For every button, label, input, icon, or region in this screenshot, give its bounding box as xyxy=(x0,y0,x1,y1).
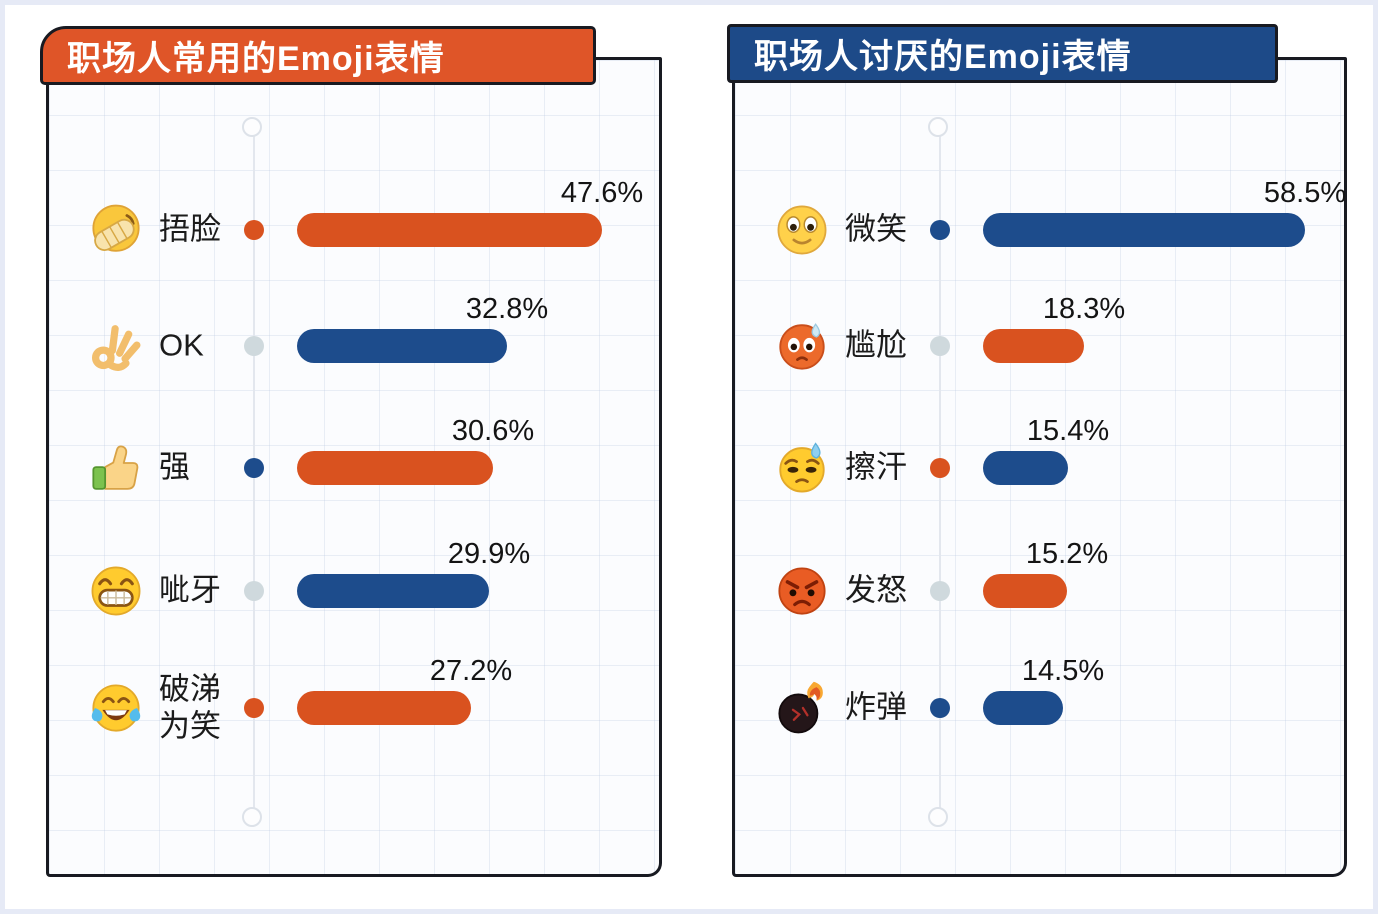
bar xyxy=(297,574,489,608)
chart-row: 呲牙 29.9% xyxy=(49,531,659,651)
row-label: 炸弹 xyxy=(845,689,907,725)
bar xyxy=(297,451,493,485)
bar xyxy=(297,329,507,363)
row-label: 捂脸 xyxy=(159,211,221,247)
chart-row: 发怒 15.2% xyxy=(735,531,1344,651)
panel-body-common: 捂脸 47.6% OK 32.8% xyxy=(46,57,662,877)
bar xyxy=(983,329,1084,363)
sweat-emoji-icon xyxy=(779,442,825,493)
row-label: 强 xyxy=(159,449,190,485)
bar xyxy=(983,574,1067,608)
bar xyxy=(983,213,1305,247)
thumbs-up-emoji-icon xyxy=(92,445,139,490)
chart-row: 强 30.6% xyxy=(49,408,659,528)
laugh-cry-emoji-icon xyxy=(91,684,141,732)
bar-value: 47.6% xyxy=(560,177,644,209)
timeline-dot xyxy=(930,336,950,356)
chart-row: 炸弹 14.5% xyxy=(735,648,1344,768)
timeline-dot xyxy=(930,220,950,240)
bar xyxy=(297,691,471,725)
timeline-dot xyxy=(244,698,264,718)
panel-title-common: 职场人常用的Emoji表情 xyxy=(40,26,596,85)
bar xyxy=(297,213,602,247)
timeline-dot xyxy=(244,220,264,240)
angry-emoji-icon xyxy=(778,567,826,615)
timeline-dot xyxy=(930,581,950,601)
row-label: 呲牙 xyxy=(159,572,221,608)
embarrassed-emoji-icon xyxy=(779,323,825,370)
row-label: 尴尬 xyxy=(845,327,907,363)
bar-value: 15.4% xyxy=(1026,415,1110,447)
timeline-dot xyxy=(244,581,264,601)
timeline-dot xyxy=(244,458,264,478)
chart-row: 破涕为笑 27.2% xyxy=(49,648,659,768)
chart-row: 尴尬 18.3% xyxy=(735,286,1344,406)
timeline-node-bottom xyxy=(928,807,948,827)
bar xyxy=(983,451,1068,485)
row-label: OK xyxy=(159,327,204,363)
chart-row: 微笑 58.5% xyxy=(735,170,1347,290)
facepalm-emoji-icon xyxy=(92,204,140,252)
bar-value: 32.8% xyxy=(465,293,549,325)
row-label: 发怒 xyxy=(845,572,907,608)
row-label: 微笑 xyxy=(845,211,907,247)
smile-emoji-icon xyxy=(777,205,827,255)
chart-row: 擦汗 15.4% xyxy=(735,408,1344,528)
bar-value: 30.6% xyxy=(451,415,535,447)
row-label: 擦汗 xyxy=(845,449,907,485)
bar xyxy=(983,691,1063,725)
timeline-node-top xyxy=(242,117,262,137)
row-label: 破涕为笑 xyxy=(159,671,221,743)
ok-hand-emoji-icon xyxy=(91,325,141,371)
bar-value: 29.9% xyxy=(447,538,531,570)
timeline-dot xyxy=(244,336,264,356)
bar-value: 15.2% xyxy=(1025,538,1109,570)
timeline-dot xyxy=(930,698,950,718)
chart-row: OK 32.8% xyxy=(49,286,659,406)
bar-value: 14.5% xyxy=(1021,655,1105,687)
grin-emoji-icon xyxy=(91,566,141,616)
panel-body-hated: 微笑 58.5% 尴尬 18.3% xyxy=(732,57,1347,877)
panel-title-hated: 职场人讨厌的Emoji表情 xyxy=(727,24,1278,83)
bar-value: 58.5% xyxy=(1263,177,1347,209)
timeline-node-top xyxy=(928,117,948,137)
bar-value: 27.2% xyxy=(429,655,513,687)
chart-row: 捂脸 47.6% xyxy=(49,170,659,290)
bomb-emoji-icon xyxy=(778,681,823,734)
bar-value: 18.3% xyxy=(1042,293,1126,325)
timeline-node-bottom xyxy=(242,807,262,827)
timeline-dot xyxy=(930,458,950,478)
panel-title-text: 职场人讨厌的Emoji表情 xyxy=(754,38,1132,76)
panel-title-text: 职场人常用的Emoji表情 xyxy=(67,40,445,78)
